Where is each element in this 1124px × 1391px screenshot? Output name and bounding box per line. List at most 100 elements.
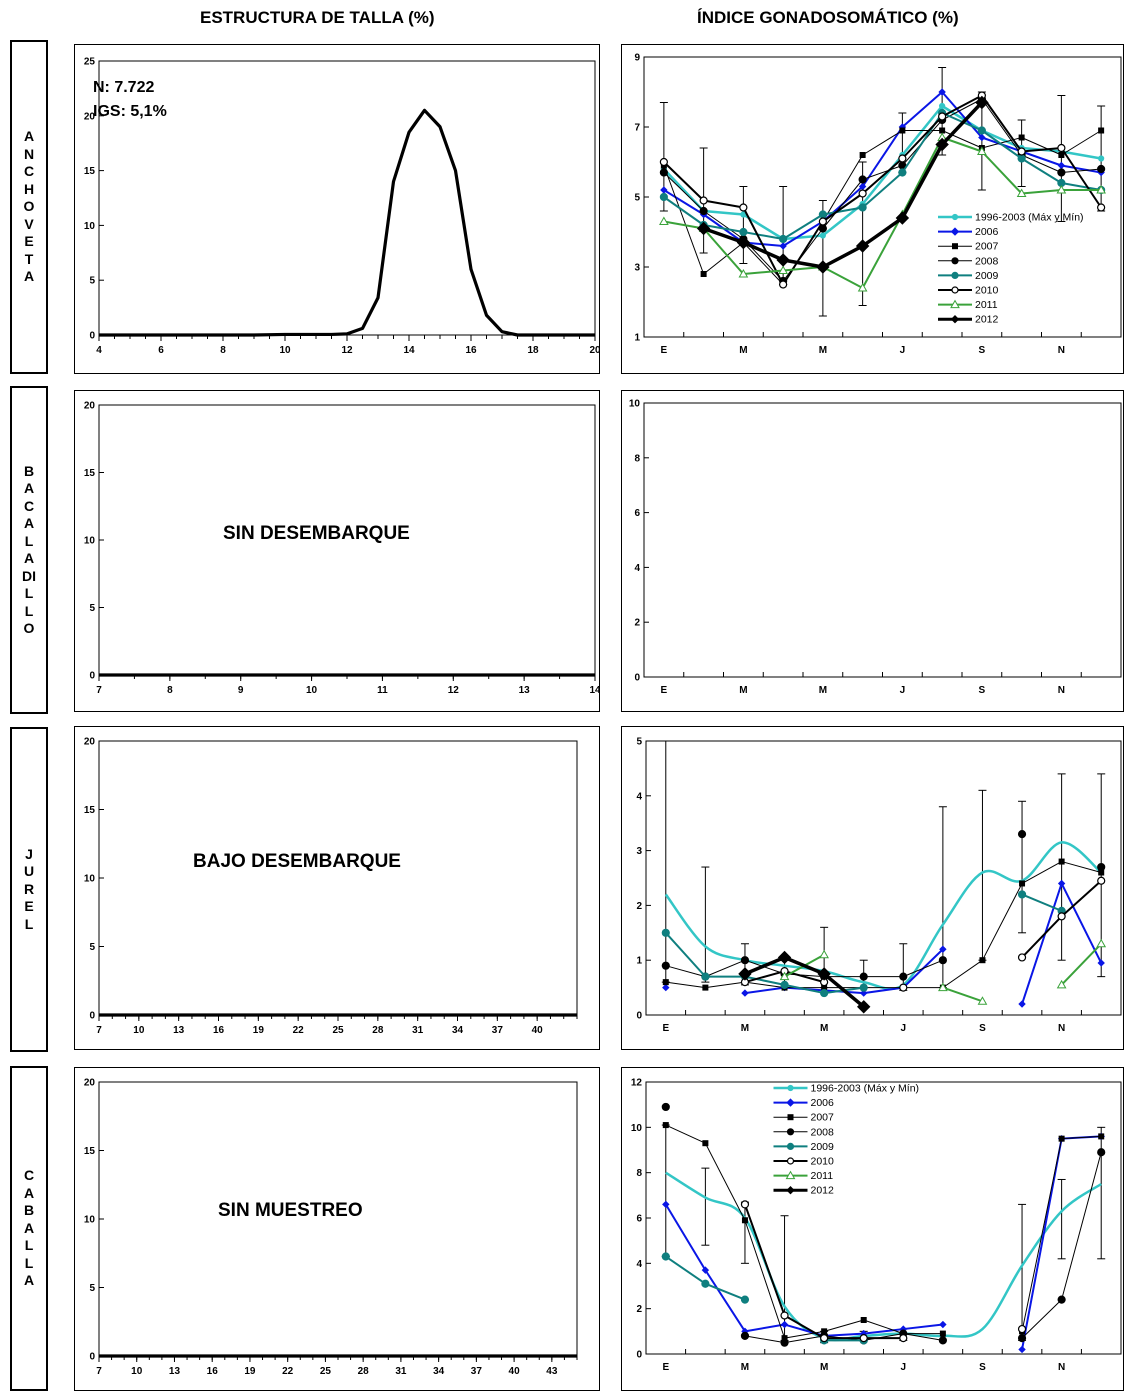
- caballa_igs-series-2009: [661, 1252, 868, 1345]
- jurel_igs-data-point: [1019, 880, 1026, 887]
- jurel_igs-plot-area: [645, 740, 1122, 1016]
- caballa_igs-legend-label: 1996-2003 (Máx y Mín): [811, 1083, 920, 1095]
- anchoveta_igs-legend-marker: [951, 257, 959, 265]
- anchoveta_igs-series-line: [663, 136, 1102, 289]
- jurel_talla-x-tick-label: 7: [96, 1025, 102, 1036]
- anchoveta_igs-data-point: [700, 271, 707, 277]
- jurel_talla-x-tick-label: 31: [412, 1025, 424, 1036]
- anchoveta_talla-y-tick-label: 25: [84, 57, 96, 68]
- caballa_talla-x-tick-label: 40: [509, 1366, 521, 1377]
- jurel-gsi-plot: 0 1 2 3 4 5 E M M J S N: [636, 737, 1122, 1034]
- anchoveta-igs-value: IGS: 5,1%: [93, 103, 167, 120]
- caballa_igs-data-point: [939, 1320, 947, 1329]
- caballa_igs-data-point: [1017, 1334, 1027, 1343]
- anchoveta_igs-data-point: [1017, 154, 1026, 163]
- caballa_igs-data-point: [859, 1334, 868, 1343]
- anchoveta_igs-legend-marker: [950, 314, 960, 324]
- caballa_igs-data-point: [741, 1217, 748, 1224]
- anchoveta_igs-legend-marker: [951, 213, 959, 221]
- anchoveta_talla-size-curve: [99, 108, 595, 337]
- jurel_igs-y-tick-label: 4: [636, 791, 642, 802]
- bacaladillo_talla-y-tick-label: 10: [84, 536, 96, 547]
- jurel_igs-series-line: [665, 959, 944, 978]
- anchoveta_igs-data-point: [659, 168, 668, 177]
- bacaladillo_igs-x-tick-label: N: [1058, 685, 1065, 696]
- caballa_igs-data-point: [740, 1200, 750, 1209]
- jurel_igs-data-point: [1097, 862, 1106, 872]
- jurel-gsi-chart: 0 1 2 3 4 5 E M M J S N: [621, 726, 1124, 1050]
- jurel_igs-data-point: [820, 988, 829, 998]
- anchoveta_igs-y-tick-label: 3: [634, 263, 640, 274]
- anchoveta_talla-x-tick-label: 8: [220, 345, 226, 356]
- anchoveta_igs-series-line: [663, 112, 1102, 240]
- caballa_igs-data-point: [780, 1320, 789, 1329]
- jurel_igs-data-point: [857, 1000, 871, 1014]
- jurel_igs-series-2009: [661, 890, 1066, 998]
- caballa_igs-legend-label: 2009: [811, 1141, 835, 1153]
- anchoveta_igs-series-line: [662, 104, 1102, 241]
- anchoveta_igs-data-point: [699, 206, 708, 216]
- jurel-size-chart: 0 5 10 15 20 7 10 13 16 19 22 25 28 31 34 37 40 BAJO DES…: [74, 726, 600, 1050]
- anchoveta_igs-y-tick-label: 7: [634, 123, 640, 134]
- caballa_igs-legend-marker: [787, 1084, 794, 1092]
- anchoveta_igs-data-point: [778, 265, 788, 274]
- caballa_talla-y-tick-label: 10: [84, 1215, 96, 1226]
- bacaladillo_talla-y-tick-label: 0: [89, 671, 95, 682]
- anchoveta_igs-legend-marker: [951, 271, 959, 279]
- jurel_igs-data-point: [939, 945, 947, 953]
- jurel_igs-data-point: [1097, 876, 1106, 885]
- jurel_igs-data-point: [859, 983, 868, 992]
- anchoveta_igs-data-point: [1016, 188, 1027, 197]
- jurel_igs-data-point: [1057, 912, 1066, 921]
- jurel_igs-data-point: [738, 967, 752, 981]
- jurel_talla-x-tick-label: 22: [293, 1025, 305, 1036]
- anchoveta_igs-data-point: [816, 260, 830, 274]
- jurel_igs-x-tick-label: N: [1058, 1023, 1065, 1034]
- caballa_igs-data-point: [939, 1330, 946, 1337]
- jurel_talla-x-tick-label: 16: [213, 1025, 225, 1036]
- caballa_talla-y-tick-label: 5: [89, 1283, 95, 1294]
- caballa_talla-x-tick-label: 7: [96, 1366, 102, 1377]
- jurel_igs-series-line: [664, 841, 1103, 991]
- caballa_igs-x-tick-label: J: [901, 1362, 907, 1373]
- bacaladillo_igs-x-tick-label: M: [819, 685, 827, 696]
- jurel_igs-y-tick-label: 5: [636, 737, 642, 748]
- jurel_igs-x-tick-label: M: [741, 1023, 749, 1034]
- jurel_igs-data-point: [701, 972, 710, 981]
- anchoveta_igs-data-point: [779, 242, 787, 250]
- caballa_igs-y-tick-label: 4: [636, 1259, 642, 1270]
- anchoveta_igs-data-point: [739, 227, 748, 237]
- bacaladillo_talla-x-tick-label: 8: [167, 685, 173, 696]
- jurel_talla-y-tick-label: 0: [89, 1011, 95, 1022]
- anchoveta_igs-data-point: [739, 203, 748, 212]
- jurel_igs-data-point: [819, 949, 829, 959]
- caballa_igs-data-point: [1017, 1324, 1027, 1334]
- bacaladillo_talla-x-tick-label: 10: [306, 685, 318, 696]
- caballa_igs-data-point: [899, 1334, 908, 1343]
- anchoveta_igs-data-point: [696, 221, 711, 236]
- anchoveta_igs-data-point: [1057, 161, 1066, 170]
- bacaladillo_igs-y-tick-label: 10: [629, 399, 641, 410]
- jurel_igs-series-2011: [779, 938, 1107, 1005]
- jurel-low-landing-message: BAJO DESEMBARQUE: [193, 851, 401, 872]
- species-label-caballa: CABALLA: [10, 1066, 48, 1391]
- caballa_igs-data-point: [740, 1295, 750, 1304]
- caballa_igs-data-point: [1097, 1148, 1106, 1157]
- bacaladillo_igs-y-tick-label: 6: [634, 508, 640, 519]
- anchoveta_igs-series-line: [703, 101, 984, 269]
- anchoveta_igs-series-line: [663, 94, 1102, 286]
- anchoveta_igs-legend-label: 2012: [975, 314, 999, 326]
- bacaladillo_talla-x-tick-label: 14: [589, 685, 599, 696]
- jurel_talla-x-tick-label: 25: [332, 1025, 344, 1036]
- jurel_igs-data-point: [661, 961, 670, 970]
- bacaladillo_igs-x-tick-label: E: [661, 685, 668, 696]
- anchoveta_igs-data-point: [1098, 127, 1105, 134]
- anchoveta_igs-series-line: [663, 130, 1102, 285]
- anchoveta_talla-x-tick-label: 18: [527, 345, 539, 356]
- caballa_igs-y-tick-label: 2: [636, 1304, 642, 1315]
- jurel_igs-data-point: [1097, 959, 1105, 967]
- caballa_talla-x-tick-label: 34: [433, 1366, 445, 1377]
- bacaladillo_igs-x-tick-label: J: [900, 685, 906, 696]
- anchoveta_igs-data-point: [1096, 184, 1106, 194]
- anchoveta_igs-data-point: [977, 146, 987, 155]
